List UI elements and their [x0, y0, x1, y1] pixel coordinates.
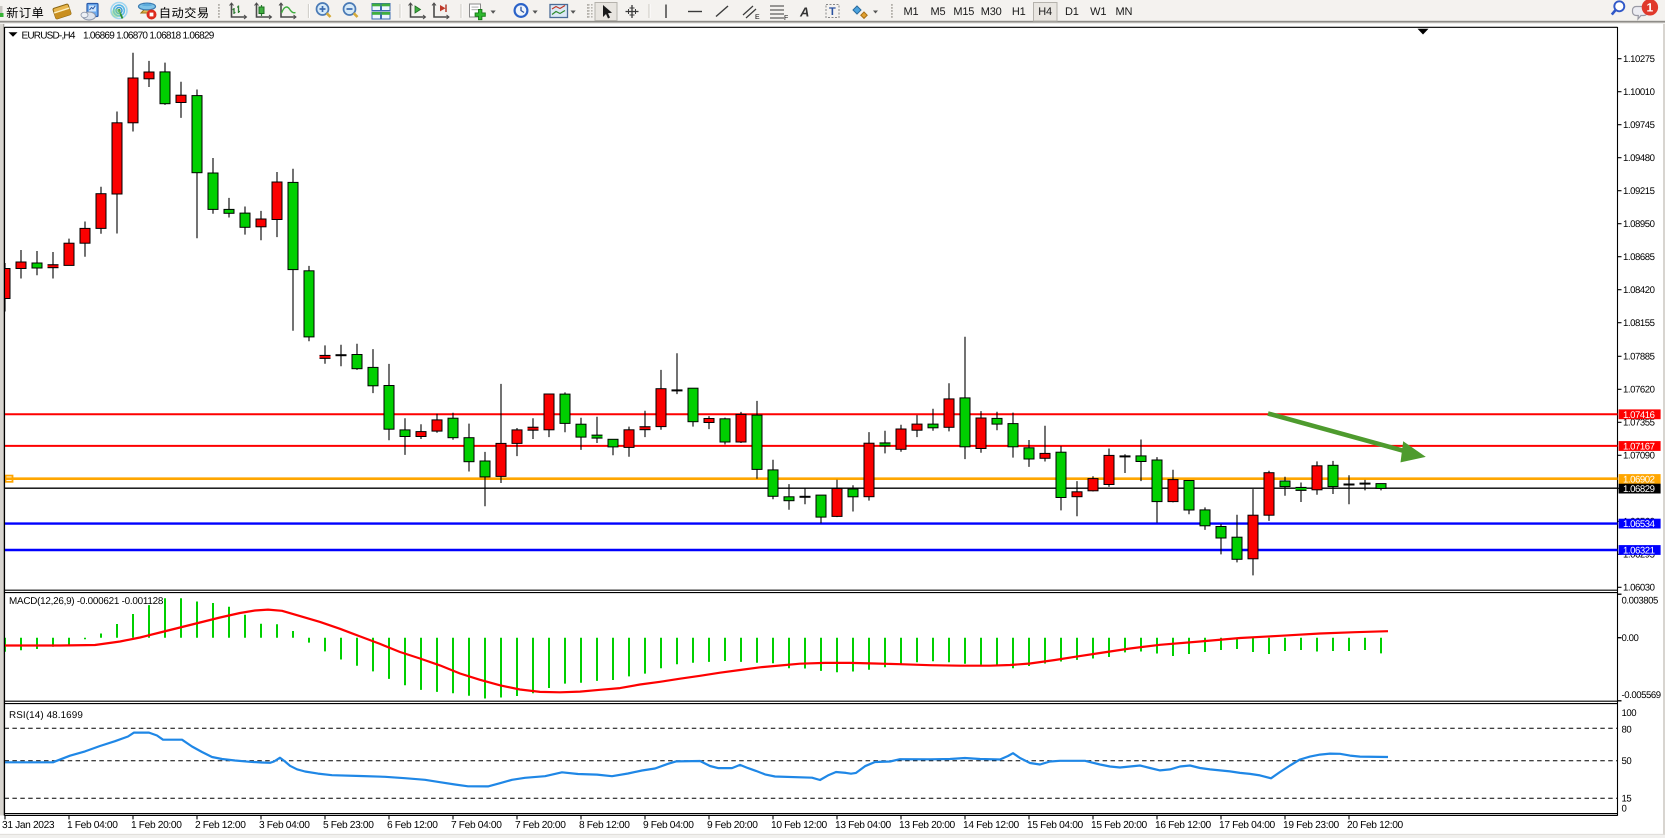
svg-text:1.08420: 1.08420 — [1623, 285, 1655, 296]
svg-text:1.06869 1.06870 1.06818 1.0682: 1.06869 1.06870 1.06818 1.06829 — [83, 31, 215, 42]
svg-text:1.09215: 1.09215 — [1623, 186, 1655, 197]
svg-text:1.06829: 1.06829 — [1623, 484, 1655, 495]
svg-text:15 Feb 20:00: 15 Feb 20:00 — [1091, 820, 1148, 831]
svg-text:15 Feb 04:00: 15 Feb 04:00 — [1027, 820, 1084, 831]
svg-text:1 Feb 04:00: 1 Feb 04:00 — [67, 820, 118, 831]
svg-text:13 Feb 04:00: 13 Feb 04:00 — [835, 820, 892, 831]
svg-text:M5: M5 — [931, 6, 946, 18]
svg-text:1.08685: 1.08685 — [1623, 252, 1655, 263]
svg-text:H1: H1 — [1012, 6, 1026, 18]
svg-text:A: A — [799, 5, 809, 20]
svg-text:50: 50 — [1622, 756, 1632, 767]
svg-text:1.09480: 1.09480 — [1623, 153, 1655, 164]
svg-text:80: 80 — [1622, 724, 1632, 735]
svg-text:EURUSD-,H4: EURUSD-,H4 — [22, 31, 76, 42]
svg-text:1.07090: 1.07090 — [1623, 451, 1655, 462]
svg-text:1.07416: 1.07416 — [1623, 410, 1655, 421]
svg-text:W1: W1 — [1090, 6, 1106, 18]
svg-text:17 Feb 04:00: 17 Feb 04:00 — [1219, 820, 1276, 831]
svg-text:10 Feb 12:00: 10 Feb 12:00 — [771, 820, 828, 831]
svg-text:1.08950: 1.08950 — [1623, 219, 1655, 230]
svg-text:5 Feb 23:00: 5 Feb 23:00 — [323, 820, 374, 831]
svg-text:7 Feb 20:00: 7 Feb 20:00 — [515, 820, 566, 831]
svg-text:1.08155: 1.08155 — [1623, 318, 1655, 329]
svg-text:1.10275: 1.10275 — [1623, 54, 1655, 65]
svg-text:E: E — [755, 14, 760, 21]
svg-text:1.07620: 1.07620 — [1623, 385, 1655, 396]
svg-text:M1: M1 — [904, 6, 919, 18]
svg-text:H4: H4 — [1038, 6, 1052, 18]
svg-text:-0.005569: -0.005569 — [1622, 690, 1661, 701]
svg-text:1.06534: 1.06534 — [1623, 519, 1656, 530]
svg-text:1.09745: 1.09745 — [1623, 120, 1655, 131]
svg-text:MN: MN — [1116, 6, 1133, 18]
svg-text:1.07355: 1.07355 — [1623, 418, 1655, 429]
svg-text:1: 1 — [1647, 1, 1654, 15]
svg-text:2 Feb 12:00: 2 Feb 12:00 — [195, 820, 246, 831]
svg-text:19 Feb 23:00: 19 Feb 23:00 — [1283, 820, 1340, 831]
svg-text:1.06295: 1.06295 — [1623, 550, 1655, 561]
svg-text:MACD(12,26,9) -0.000621 -0.001: MACD(12,26,9) -0.000621 -0.001128 — [9, 596, 164, 607]
svg-text:15: 15 — [1622, 794, 1632, 805]
svg-text:1.06902: 1.06902 — [1623, 475, 1655, 486]
svg-text:0.00: 0.00 — [1622, 633, 1639, 644]
svg-text:1.07167: 1.07167 — [1623, 442, 1655, 453]
svg-text:9 Feb 04:00: 9 Feb 04:00 — [643, 820, 694, 831]
svg-text:100: 100 — [1622, 708, 1637, 719]
svg-text:1.06030: 1.06030 — [1623, 583, 1655, 594]
svg-text:1.06321: 1.06321 — [1623, 546, 1655, 557]
svg-text:31 Jan 2023: 31 Jan 2023 — [2, 820, 55, 831]
svg-text:6 Feb 12:00: 6 Feb 12:00 — [387, 820, 438, 831]
svg-text:3 Feb 04:00: 3 Feb 04:00 — [259, 820, 310, 831]
svg-text:M30: M30 — [981, 6, 1002, 18]
svg-text:0: 0 — [1622, 803, 1627, 814]
svg-text:D1: D1 — [1065, 6, 1079, 18]
svg-text:0.003805: 0.003805 — [1622, 596, 1659, 607]
svg-text:9 Feb 20:00: 9 Feb 20:00 — [707, 820, 758, 831]
svg-text:1.10010: 1.10010 — [1623, 87, 1655, 98]
svg-text:RSI(14) 48.1699: RSI(14) 48.1699 — [9, 710, 83, 721]
svg-text:13 Feb 20:00: 13 Feb 20:00 — [899, 820, 956, 831]
svg-text:14 Feb 12:00: 14 Feb 12:00 — [963, 820, 1020, 831]
svg-text:F: F — [784, 15, 788, 22]
svg-text:8 Feb 12:00: 8 Feb 12:00 — [579, 820, 630, 831]
svg-text:20 Feb 12:00: 20 Feb 12:00 — [1347, 820, 1404, 831]
svg-text:T: T — [829, 6, 836, 18]
svg-text:1 Feb 20:00: 1 Feb 20:00 — [131, 820, 182, 831]
svg-text:1.07885: 1.07885 — [1623, 352, 1655, 363]
svg-text:M15: M15 — [953, 6, 974, 18]
svg-text:16 Feb 12:00: 16 Feb 12:00 — [1155, 820, 1212, 831]
svg-text:7 Feb 04:00: 7 Feb 04:00 — [451, 820, 502, 831]
